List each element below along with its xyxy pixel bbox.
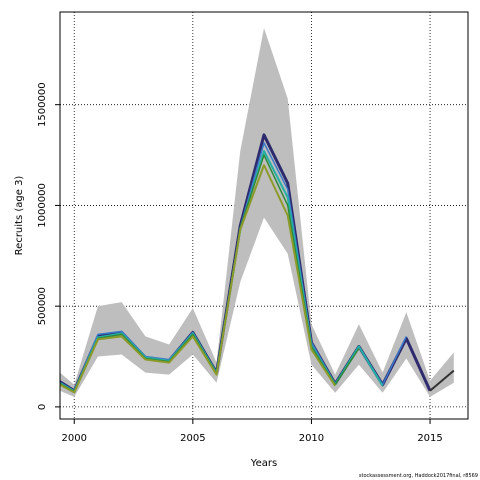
y-tick-label: 0 (37, 404, 48, 410)
x-axis-ticks: 2000 2005 2010 2015 (62, 419, 443, 444)
x-tick-label: 2000 (62, 433, 87, 444)
y-tick-label: 1000000 (37, 183, 48, 228)
confidence-band (60, 28, 454, 397)
plot-frame (59, 11, 469, 420)
y-tick-label: 1500000 (37, 82, 48, 127)
y-axis-label: Recruits (age 3) (14, 176, 25, 256)
y-axis-ticks: 0 500000 1000000 1500000 (37, 82, 60, 410)
x-axis-label: Years (250, 458, 277, 469)
x-tick-label: 2015 (417, 433, 442, 444)
series-line-6 (429, 369, 455, 392)
y-tick-label: 500000 (37, 287, 48, 325)
ci-band-area (60, 28, 454, 397)
source-footnote: stockassessment.org, Haddock2017final, r… (358, 473, 478, 479)
x-tick-label: 2010 (299, 433, 324, 444)
x-tick-label: 2005 (180, 433, 205, 444)
series-line-5 (60, 164, 336, 394)
series-lines (60, 133, 455, 394)
